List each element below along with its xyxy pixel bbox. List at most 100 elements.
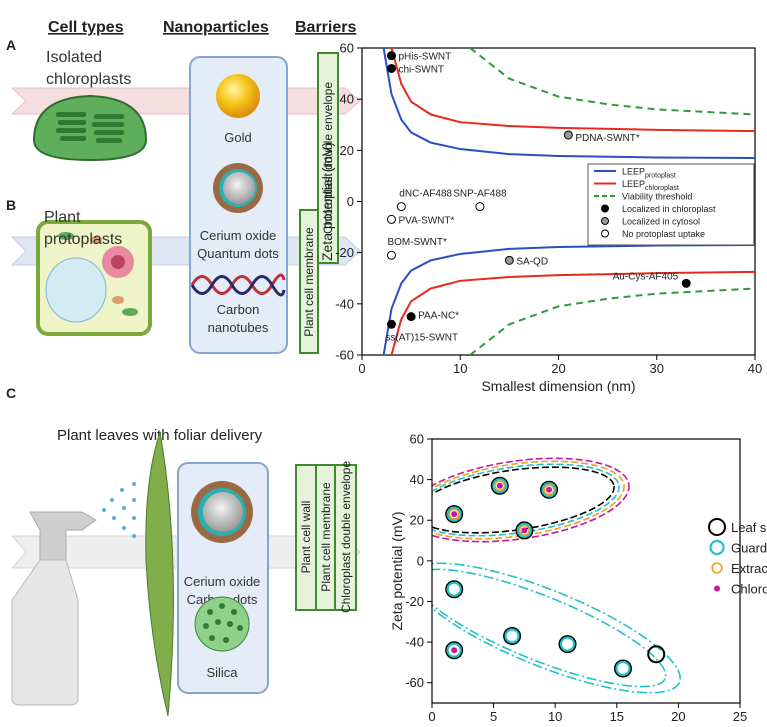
data-point [448, 508, 460, 520]
legend-subscript: chloroplast [645, 185, 679, 192]
np-label: Cerium oxide [200, 228, 277, 243]
data-point [406, 312, 416, 322]
data-point [386, 250, 396, 260]
point-label: BOM-SWNT* [387, 237, 447, 248]
point-label: Au-Cys-AF405 [613, 271, 679, 282]
spray-bottle [11, 482, 136, 706]
np-label: Carbon [217, 302, 260, 317]
data-point [546, 486, 553, 493]
legend-label: LEEPchloroplast [622, 179, 679, 192]
data-point [518, 524, 531, 536]
barrier [299, 209, 319, 354]
x-tick-label: 30 [650, 361, 664, 376]
barrier-label: Plant cell membrane [319, 482, 333, 592]
x-axis-title: Smallest dimension (nm) [481, 378, 635, 394]
data-point [451, 511, 458, 518]
panel-label: A [6, 37, 16, 53]
np-label: Cerium oxide [184, 574, 261, 589]
leaf [145, 431, 174, 717]
curve [382, 48, 755, 160]
legend-marker [711, 562, 723, 574]
chloroplast-icon [32, 94, 148, 162]
barrier [334, 464, 357, 611]
data-point [647, 645, 666, 664]
cell-type: protoplasts [44, 231, 122, 248]
data-point [503, 626, 522, 645]
data-point [504, 628, 520, 644]
y-axis-title: Zeta potential (mV) [319, 142, 335, 261]
curve [469, 287, 755, 355]
legend-marker [601, 204, 609, 213]
cell-type: chloroplasts [46, 71, 131, 88]
x-tick-label: 15 [610, 709, 624, 724]
data-point [445, 505, 464, 524]
legend-label: Localized in chloroplast [622, 204, 716, 214]
data-point [615, 660, 631, 677]
panel-label: B [6, 197, 16, 213]
y-tick-label: 0 [417, 553, 424, 568]
nanotube [190, 273, 286, 297]
x-tick-label: 10 [453, 361, 467, 376]
data-point [559, 636, 576, 652]
plot-frame [431, 438, 741, 704]
x-tick-label: 0 [358, 361, 365, 376]
legend-label: Leaf surface [731, 520, 767, 535]
point-label: SA-QD [516, 256, 548, 267]
data-point [446, 642, 462, 658]
curve [469, 48, 755, 116]
protoplast-icon [36, 220, 152, 336]
y-tick-label: -20 [335, 245, 354, 260]
point-label: PVA-SWNT* [398, 215, 454, 226]
legend-subscript: protoplast [645, 173, 676, 180]
x-tick-label: 20 [671, 709, 685, 724]
y-tick-label: 60 [340, 41, 354, 56]
curves [382, 48, 755, 355]
header: Cell types [48, 19, 124, 36]
data-point [386, 214, 396, 224]
data-point [543, 484, 555, 496]
data-point [446, 506, 462, 522]
data-point [475, 202, 485, 212]
legend-label: Guard cell [731, 541, 767, 556]
legend-marker [714, 585, 720, 592]
point-label: pHis-SWNT [398, 52, 451, 63]
data-point [386, 319, 396, 329]
x-tick-label: 20 [551, 361, 565, 376]
point-label: dNC-AF488 [399, 189, 452, 200]
legend-name: Viability threshold [622, 192, 692, 202]
x-tick-label: 10 [548, 709, 562, 724]
data-point [515, 521, 534, 540]
data-point [396, 202, 406, 212]
data-point [451, 647, 458, 654]
data-point [445, 580, 464, 599]
y-tick-label: 40 [410, 472, 424, 487]
np-label: Quantum dots [197, 246, 279, 261]
point-label: chi-SWNT [398, 64, 444, 75]
x-tick-label: 40 [748, 361, 762, 376]
data-point [492, 478, 508, 494]
legend-marker [709, 539, 725, 556]
y-tick-label: -40 [405, 635, 424, 650]
np-label: nanotubes [208, 320, 269, 335]
data-point [446, 581, 462, 597]
data-point [490, 476, 509, 495]
legend-name: LEEP [622, 179, 645, 189]
y-tick-label: -60 [335, 348, 354, 363]
x-tick-label: 5 [490, 709, 497, 724]
data-point [681, 278, 691, 288]
y-tick-label: -60 [405, 675, 424, 690]
point-label: PAA-NC* [418, 311, 459, 322]
data-point [496, 482, 503, 489]
data-point [613, 659, 632, 678]
y-tick-label: 40 [340, 92, 354, 107]
point-label: ss(AT)15-SWNT [385, 332, 458, 343]
data-point [494, 480, 506, 492]
header: Barriers [295, 19, 356, 36]
data-point [563, 130, 573, 140]
legend-name: LEEP [622, 167, 645, 177]
data-point [504, 255, 514, 265]
y-tick-label: -40 [335, 296, 354, 311]
legend-marker [601, 217, 609, 225]
data-point [516, 522, 533, 538]
